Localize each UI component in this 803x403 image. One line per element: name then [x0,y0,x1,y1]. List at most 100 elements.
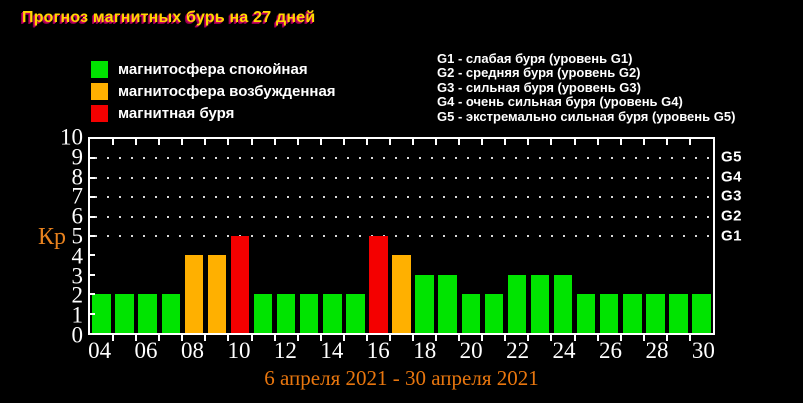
y-axis-label-2: 2 [71,282,84,308]
storm-level-g4: G4 - очень сильная буря (уровень G4) [437,94,683,110]
bar-day-28 [646,294,665,333]
axis-tick [273,335,276,341]
x-axis-label-06: 06 [134,338,158,363]
bar-day-16 [369,236,388,333]
legend-item-storm: магнитная буря [91,102,336,124]
x-axis-label-14: 14 [320,338,344,363]
axis-tick [112,139,115,145]
bar-day-19 [438,274,457,333]
legend-item-label: магнитная буря [118,104,235,122]
axis-tick [342,139,345,145]
bar-slot-day-15 [344,139,367,333]
x-axis-label-28: 28 [645,338,669,363]
axis-tick [135,335,138,341]
status-color-legend: магнитосфера спокойная магнитосфера возб… [91,58,336,124]
axis-tick [550,335,553,341]
axis-tick [90,157,95,160]
axis-tick [388,139,391,145]
axis-tick [90,215,95,218]
y-axis-title-kp: Кр [38,224,67,250]
bar-slot-day-14 [321,139,344,333]
storm-red-swatch-icon [91,104,108,122]
axis-tick [181,139,184,145]
bar-day-20 [461,294,481,333]
excited-orange-swatch-icon [91,82,108,100]
bar-day-26 [600,294,619,333]
axis-tick [365,139,368,145]
y-axis-label-5: 5 [71,223,84,249]
bar-slot-day-27 [621,139,644,333]
x-axis-label-08: 08 [181,338,204,363]
axis-tick [688,335,691,341]
axis-tick [412,139,415,145]
axis-tick [435,139,438,145]
axis-tick [688,139,691,145]
axis-tick [642,139,645,145]
axis-tick [665,335,668,341]
gridline-kp-6 [95,215,711,218]
axis-tick [504,139,507,145]
bar-day-17 [392,255,411,333]
bar-slot-day-18 [413,139,436,333]
gridline-kp-9 [95,157,711,160]
bar-day-23 [530,274,550,333]
right-axis-label-g2: G2 [721,207,743,225]
axis-tick [273,139,276,145]
axis-tick [435,335,438,341]
y-axis-label-3: 3 [71,263,84,289]
bar-slot-day-24 [552,139,575,333]
axis-tick [596,335,599,341]
right-axis-label-g5: G5 [721,148,743,166]
bar-slot-day-23 [528,139,551,333]
axis-tick [319,139,322,145]
bar-day-24 [553,274,573,333]
date-range-caption: 6 апреля 2021 - 30 апреля 2021 [264,366,539,390]
y-axis-label-0: 0 [71,322,84,348]
bar-day-10 [230,236,250,333]
bar-day-25 [576,294,596,333]
bar-slot-day-16 [367,139,390,333]
gridline-kp-5 [95,235,711,237]
axis-tick [619,335,622,341]
bar-slot-day-25 [575,139,598,333]
axis-tick [504,335,507,341]
bars-container [90,139,713,333]
axis-tick [90,176,95,179]
axis-tick [665,139,668,145]
axis-tick [204,335,207,341]
bar-slot-day-29 [667,139,690,333]
x-axis-labels: 04 06 08 10 12 14 16 18 20 22 24 26 28 30 [88,339,715,365]
bar-day-14 [323,294,342,333]
x-axis-label-20: 20 [459,338,483,363]
axis-tick [619,139,622,145]
bar-day-13 [300,294,319,333]
bar-day-22 [507,274,527,333]
axis-tick [342,335,345,341]
axis-tick [296,335,299,341]
x-axis-label-30: 30 [691,338,715,363]
y-axis-label-4: 4 [71,243,84,269]
x-axis-label-26: 26 [599,338,622,363]
bar-slot-day-10 [228,139,251,333]
bar-slot-day-9 [205,139,228,333]
y-axis-label-7: 7 [71,183,84,209]
y-axis-label-1: 1 [71,302,84,328]
bar-day-29 [669,294,688,333]
bar-slot-day-8 [182,139,205,333]
axis-tick [388,335,391,341]
bar-slot-day-28 [644,139,667,333]
axis-tick [250,139,253,145]
axis-tick [227,139,230,145]
axis-tick [319,335,322,341]
bar-day-4 [92,294,111,333]
y-axis-label-10: 10 [60,124,83,150]
bar-day-15 [346,294,365,333]
y-axis-labels: 0 1 2 3 4 5 6 7 8 9 10 [0,126,84,347]
legend-item-label: магнитосфера спокойная [118,60,308,78]
storm-level-g3: G3 - сильная буря (уровень G3) [437,79,641,95]
bar-slot-day-5 [113,139,136,333]
axis-tick [181,335,184,341]
x-axis-label-24: 24 [552,338,576,363]
axis-tick [158,335,161,341]
